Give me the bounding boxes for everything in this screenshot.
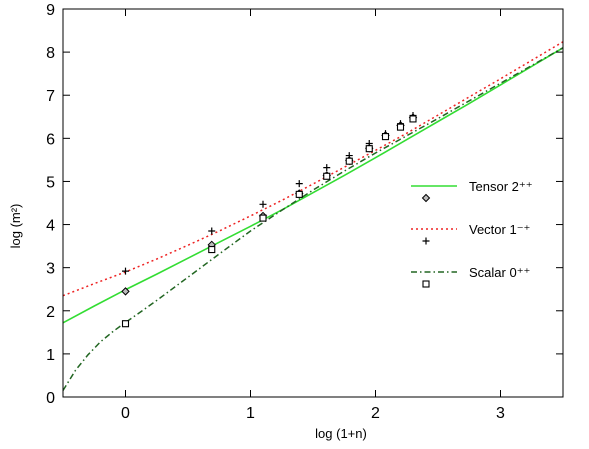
series-1	[62, 41, 564, 297]
data-point	[121, 320, 130, 328]
y-tick-label: 5	[46, 174, 55, 191]
y-tick-label: 2	[46, 304, 55, 321]
data-point	[323, 164, 331, 172]
data-point	[345, 157, 353, 165]
y-tick-label: 0	[46, 390, 55, 407]
legend: Tensor 2⁺⁺ Vector 1⁻⁺ Scalar 0⁺⁺	[411, 179, 533, 288]
y-tick-label: 6	[46, 131, 55, 148]
data-point	[122, 267, 129, 275]
data-point	[381, 133, 390, 141]
series-line	[62, 47, 564, 391]
axes-layer: 0 1 2 3 0 1 2 3 4 5 6 7 8 9	[46, 2, 564, 422]
series-layer	[62, 41, 564, 391]
y-tick-label: 7	[46, 88, 55, 105]
legend-marker	[422, 280, 430, 288]
data-point	[259, 200, 267, 208]
data-point	[409, 115, 417, 123]
legend-marker	[422, 237, 430, 245]
plot-frame	[62, 8, 564, 398]
data-point	[121, 287, 130, 296]
data-point	[396, 123, 405, 131]
data-point	[259, 214, 267, 222]
x-tick-label: 2	[371, 405, 380, 422]
legend-marker	[421, 193, 431, 203]
data-point	[208, 246, 216, 254]
y-tick-label: 1	[46, 347, 55, 364]
series-line	[62, 41, 564, 297]
y-axis-label: log (m²)	[8, 204, 23, 249]
y-tick-label: 4	[46, 218, 55, 235]
data-point	[323, 172, 331, 180]
x-tick-label: 1	[246, 405, 255, 422]
x-tick-label: 3	[496, 405, 505, 422]
data-point	[208, 227, 216, 235]
x-axis-label: log (1+n)	[315, 426, 367, 441]
legend-label: Scalar 0⁺⁺	[469, 265, 530, 280]
legend-label: Tensor 2⁺⁺	[469, 179, 533, 194]
data-point	[365, 145, 373, 153]
series-line	[62, 47, 564, 324]
y-tick-label: 8	[46, 45, 55, 62]
series-2	[62, 47, 564, 391]
data-point	[295, 190, 303, 198]
x-tick-label: 0	[121, 405, 130, 422]
y-tick-label: 9	[46, 2, 55, 19]
data-point	[295, 180, 303, 188]
legend-label: Vector 1⁻⁺	[469, 222, 530, 237]
y-tick-label: 3	[46, 261, 55, 278]
